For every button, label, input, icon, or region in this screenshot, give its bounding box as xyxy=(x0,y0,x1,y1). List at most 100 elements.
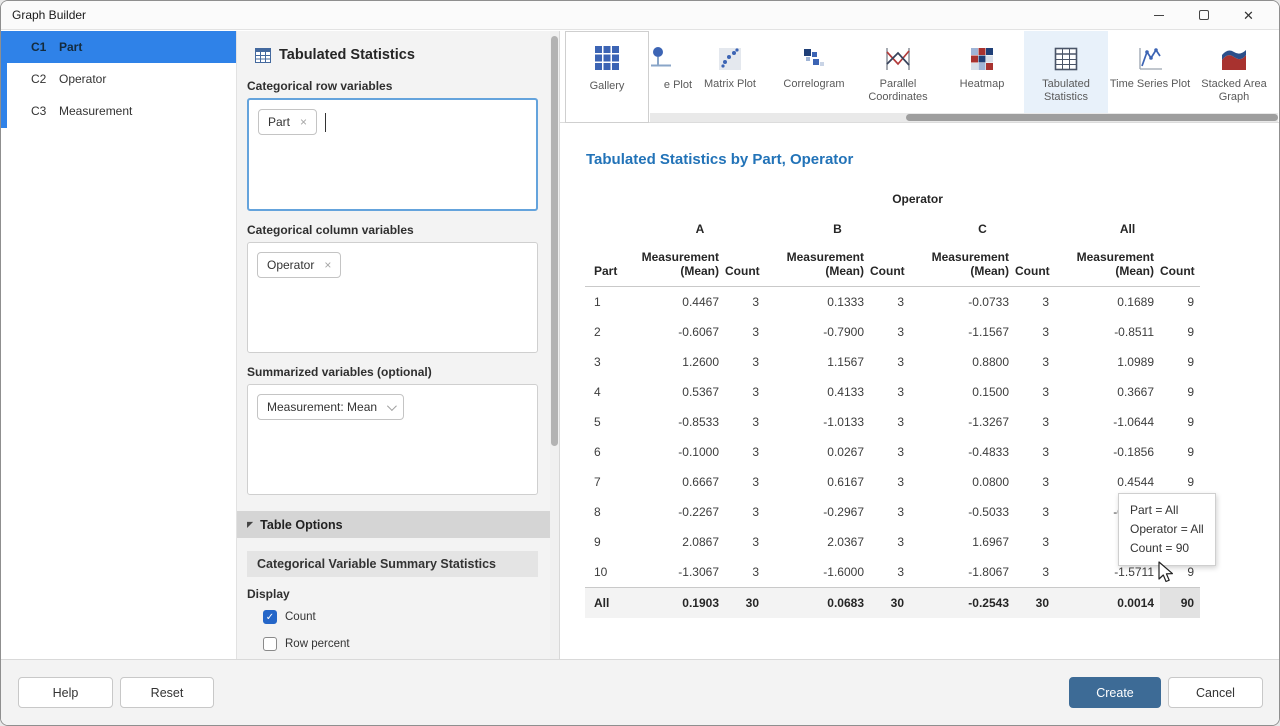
value-cell: 3 xyxy=(897,565,904,579)
table-group-header-row: Operator xyxy=(585,184,1200,212)
checkbox-checked-icon[interactable]: ✓ xyxy=(263,610,277,624)
time-series-plot-icon xyxy=(1136,44,1164,74)
column-group-a: A xyxy=(695,222,705,236)
gallery-item-correlogram[interactable]: Correlogram xyxy=(772,31,856,113)
value-cell: 3 xyxy=(752,535,759,549)
correlogram-icon xyxy=(801,44,827,74)
value-cell: 3 xyxy=(1042,325,1049,339)
tooltip-line: Operator = All xyxy=(1130,522,1204,536)
variable-chip-measurement-mean[interactable]: Measurement: Mean xyxy=(257,394,405,420)
value-cell: 3 xyxy=(1042,535,1049,549)
table-options-header[interactable]: ◤ Table Options xyxy=(237,511,550,538)
value-cell: 3 xyxy=(752,475,759,489)
help-button[interactable]: Help xyxy=(18,677,113,708)
table-row-part-1: 1 0.4467 3 0.1333 3 -0.0733 3 0.1689 9 xyxy=(585,287,1200,318)
variable-chip-operator[interactable]: Operator × xyxy=(257,252,342,278)
panel-scrollbar-thumb[interactable] xyxy=(551,36,558,446)
gallery-item-tabulated-statistics[interactable]: Tabulated Statistics xyxy=(1024,31,1108,113)
chip-remove-icon[interactable]: × xyxy=(300,115,308,129)
part-cell: 4 xyxy=(594,385,601,399)
gallery-item-time-series-plot[interactable]: Time Series Plot xyxy=(1108,31,1192,113)
gallery-item-heatmap[interactable]: Heatmap xyxy=(940,31,1024,113)
value-cell: 3 xyxy=(897,385,904,399)
variable-chip-part[interactable]: Part × xyxy=(258,109,318,135)
table-row-part-10: 10 -1.3067 3 -1.6000 3 -1.8067 3 -1.5711 9 xyxy=(585,557,1200,588)
count-header-cell: Count xyxy=(1015,244,1055,287)
sidebar-item-measurement[interactable]: C3 Measurement xyxy=(1,95,236,127)
part-cell: 8 xyxy=(594,505,601,519)
table-icon xyxy=(255,47,271,63)
checkbox-row-count[interactable]: ✓ Count xyxy=(237,603,550,630)
sidebar-item-part[interactable]: C1 Part xyxy=(1,31,236,63)
part-cell: 10 xyxy=(594,565,608,579)
variable-name: Measurement xyxy=(59,104,133,118)
gallery-item-line-plot[interactable]: e Plot xyxy=(663,79,693,91)
value-cell: 9 xyxy=(1187,445,1195,459)
part-cell: 2 xyxy=(594,325,601,339)
gallery-scrollbar-track[interactable] xyxy=(650,113,1278,122)
value-cell: 3 xyxy=(897,325,904,339)
mean-header-cell: Measurement (Mean) xyxy=(635,244,725,287)
value-cell: 3 xyxy=(897,505,904,519)
section-label: Categorical Variable Summary Statistics xyxy=(257,557,496,571)
gallery-item-stacked-area-graph[interactable]: Stacked Area Graph xyxy=(1192,31,1276,113)
chip-label: Part xyxy=(268,115,291,129)
value-cell: -1.8067 xyxy=(968,565,1009,579)
text-caret xyxy=(325,113,327,132)
panel-scrollbar-track[interactable] xyxy=(550,31,559,659)
value-cell: -0.5033 xyxy=(968,505,1009,519)
checkbox-unchecked-icon[interactable] xyxy=(263,637,277,651)
settings-panel: Tabulated Statistics Categorical row var… xyxy=(236,31,550,659)
value-cell: -1.3267 xyxy=(968,415,1009,429)
window-title: Graph Builder xyxy=(12,8,87,22)
gallery-item-parallel-coordinates[interactable]: Parallel Coordinates xyxy=(856,31,940,113)
value-cell: -0.2967 xyxy=(823,505,864,519)
part-cell: 3 xyxy=(594,355,601,369)
gallery-menu-button[interactable]: Gallery xyxy=(565,31,649,123)
variable-drop-zone-2[interactable]: Measurement: Mean xyxy=(247,384,538,495)
cancel-button[interactable]: Cancel xyxy=(1168,677,1263,708)
reset-button[interactable]: Reset xyxy=(120,677,214,708)
value-cell: 3 xyxy=(752,445,759,459)
mean-header-cell: Measurement (Mean) xyxy=(765,244,870,287)
sidebar-item-operator[interactable]: C2 Operator xyxy=(1,63,236,95)
variable-drop-zone-0[interactable]: Part × xyxy=(247,98,538,211)
gallery-button-label: Gallery xyxy=(589,80,625,92)
checkbox-row-row-percent[interactable]: Row percent xyxy=(237,630,550,657)
value-cell: 0.4133 xyxy=(827,385,864,399)
value-cell: 3 xyxy=(752,355,759,369)
gallery-item-label: Stacked Area Graph xyxy=(1201,78,1267,103)
value-cell: -1.5711 xyxy=(1114,565,1154,579)
gallery-grid-icon xyxy=(594,45,620,76)
collapse-icon: ◤ xyxy=(247,520,254,529)
variables-sidebar: C1 Part C2 Operator C3 Measurement xyxy=(1,31,236,659)
value-cell: 0.1903 xyxy=(635,587,725,618)
value-cell: 3 xyxy=(1042,445,1049,459)
value-cell: 30 xyxy=(870,587,910,618)
variable-drop-zone-1[interactable]: Operator × xyxy=(247,242,538,353)
value-cell: 9 xyxy=(1187,565,1195,579)
value-cell: 3 xyxy=(1042,505,1049,519)
value-cell: 1.0989 xyxy=(1117,355,1154,369)
chip-remove-icon[interactable]: × xyxy=(324,258,332,272)
panel-header: Tabulated Statistics xyxy=(237,31,550,67)
gallery-item-matrix-plot[interactable]: Matrix Plot xyxy=(688,31,772,113)
maximize-button[interactable] xyxy=(1181,1,1226,29)
value-cell: -1.0133 xyxy=(823,415,864,429)
value-cell: 9 xyxy=(1187,325,1195,339)
gallery-item-label: Parallel Coordinates xyxy=(868,78,928,103)
minimize-button[interactable] xyxy=(1136,1,1181,29)
value-cell: 3 xyxy=(752,505,759,519)
value-cell: 0.0014 xyxy=(1055,587,1160,618)
chip-label: Measurement: Mean xyxy=(267,400,378,414)
value-cell: 9 xyxy=(1187,355,1195,369)
close-button[interactable]: ✕ xyxy=(1226,1,1271,29)
chevron-down-icon[interactable] xyxy=(387,400,397,411)
value-cell: 3 xyxy=(897,535,904,549)
value-cell: -0.7900 xyxy=(823,325,864,339)
count-header-cell: Count xyxy=(1160,244,1201,287)
gallery-scrollbar-thumb[interactable] xyxy=(906,114,1278,121)
part-cell: 9 xyxy=(594,535,601,549)
create-button[interactable]: Create xyxy=(1069,677,1161,708)
